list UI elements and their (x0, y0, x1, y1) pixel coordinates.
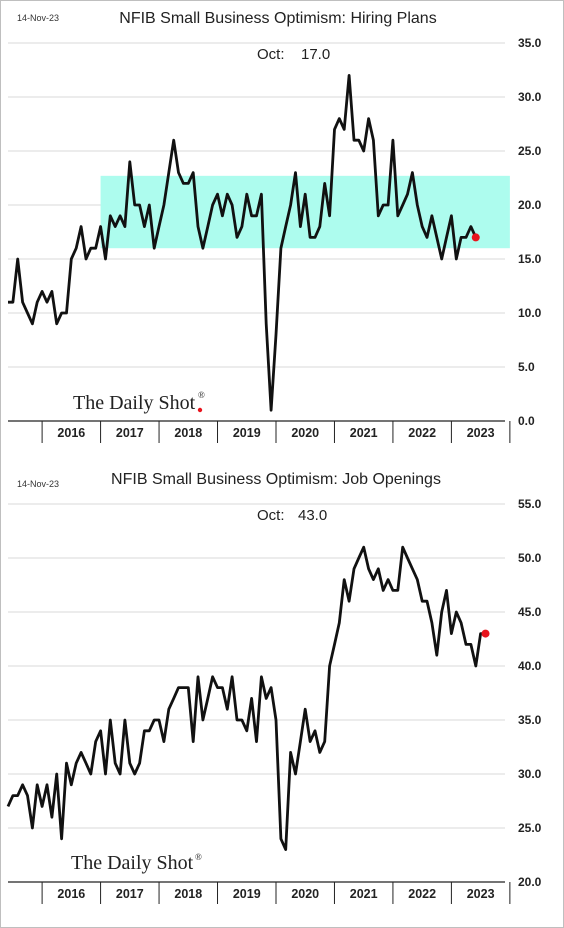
y-tick-label: 35.0 (518, 713, 542, 727)
chart-title: NFIB Small Business Optimism: Job Openin… (111, 471, 441, 488)
y-tick-label: 20.0 (518, 875, 542, 889)
y-axis: 0.0 5.0 10.0 15.0 20.0 25.0 30.0 35.0 (518, 36, 542, 428)
x-tick-label: 2018 (174, 426, 202, 440)
brand-name: The Daily Shot (73, 392, 196, 414)
brand-reg: ® (198, 390, 205, 400)
chart-title: NFIB Small Business Optimism: Hiring Pla… (119, 10, 436, 27)
y-tick-label: 40.0 (518, 659, 542, 673)
y-tick-label: 10.0 (518, 306, 542, 320)
y-tick-label: 25.0 (518, 821, 542, 835)
y-tick-label: 5.0 (518, 360, 535, 374)
y-tick-label: 55.0 (518, 497, 542, 511)
latest-value: 43.0 (298, 507, 327, 524)
x-tick-label: 2016 (57, 887, 85, 901)
x-tick-label: 2021 (350, 426, 378, 440)
latest-label: Oct: (257, 46, 285, 63)
brand-logo: The Daily Shot ® (73, 390, 205, 414)
brand-name: The Daily Shot (71, 852, 194, 874)
y-tick-label: 45.0 (518, 605, 542, 619)
job-openings-chart: 14-Nov-23 NFIB Small Business Optimism: … (6, 471, 542, 904)
hiring-plans-chart: 14-Nov-23 NFIB Small Business Optimism: … (8, 10, 542, 443)
x-axis (8, 881, 511, 904)
latest-label: Oct: (257, 507, 285, 524)
x-tick-label: 2017 (116, 426, 144, 440)
date-stamp: 14-Nov-23 (17, 13, 59, 23)
y-axis: 20.0 25.0 30.0 35.0 40.0 45.0 50.0 55.0 (518, 497, 542, 889)
x-tick-label: 2022 (408, 426, 436, 440)
x-tick-label: 2020 (291, 426, 319, 440)
gridlines (8, 503, 505, 829)
y-tick-label: 0.0 (518, 414, 535, 428)
x-tick-label: 2021 (350, 887, 378, 901)
latest-point-marker (481, 629, 490, 638)
y-tick-label: 50.0 (518, 551, 542, 565)
date-stamp: 14-Nov-23 (17, 479, 59, 489)
x-tick-label: 2022 (408, 887, 436, 901)
y-tick-label: 30.0 (518, 90, 542, 104)
x-axis-labels: 2016 2017 2018 2019 2020 2021 2022 2023 (57, 426, 494, 440)
latest-value: 17.0 (301, 46, 330, 63)
latest-point-marker (471, 233, 480, 242)
brand-dot (197, 407, 203, 413)
y-tick-label: 35.0 (518, 36, 542, 50)
x-axis-labels: 2016 2017 2018 2019 2020 2021 2022 2023 (57, 887, 494, 901)
brand-logo: The Daily Shot ® (71, 852, 202, 874)
historical-range-band (100, 175, 510, 249)
x-tick-label: 2019 (233, 426, 261, 440)
x-axis (8, 420, 511, 443)
x-tick-label: 2023 (467, 426, 495, 440)
y-tick-label: 15.0 (518, 252, 542, 266)
x-tick-label: 2019 (233, 887, 261, 901)
y-tick-label: 20.0 (518, 198, 542, 212)
y-tick-label: 30.0 (518, 767, 542, 781)
x-tick-label: 2023 (467, 887, 495, 901)
x-tick-label: 2020 (291, 887, 319, 901)
x-tick-label: 2018 (174, 887, 202, 901)
hiring-plans-line (8, 74, 478, 412)
y-tick-label: 25.0 (518, 144, 542, 158)
x-tick-label: 2016 (57, 426, 85, 440)
x-tick-label: 2017 (116, 887, 144, 901)
job-openings-line (6, 545, 486, 851)
brand-reg: ® (195, 852, 202, 862)
